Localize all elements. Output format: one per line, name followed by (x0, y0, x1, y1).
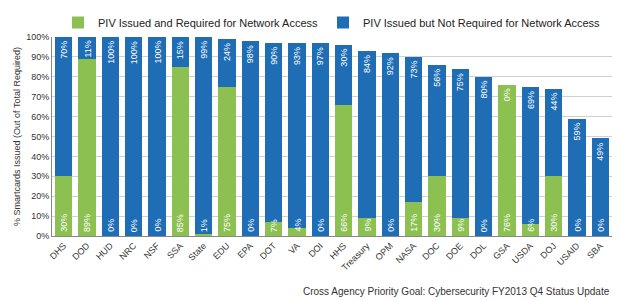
svg-text:100%: 100% (129, 41, 139, 64)
svg-text:DOD: DOD (70, 240, 92, 262)
svg-text:98%: 98% (245, 45, 255, 63)
svg-text:4%: 4% (293, 218, 303, 231)
svg-text:100%: 100% (26, 32, 49, 42)
svg-text:6%: 6% (526, 219, 536, 232)
svg-text:9%: 9% (456, 219, 466, 232)
svg-text:OPM: OPM (373, 241, 395, 263)
svg-text:USAID: USAID (555, 240, 582, 267)
svg-text:75%: 75% (222, 214, 232, 232)
svg-text:7%: 7% (269, 219, 279, 232)
svg-text:0%: 0% (596, 219, 606, 232)
svg-text:DOT: DOT (258, 240, 279, 261)
svg-text:NSF: NSF (142, 240, 162, 260)
svg-text:100%: 100% (153, 40, 163, 63)
svg-text:60%: 60% (31, 112, 49, 122)
svg-text:0%: 0% (502, 88, 512, 101)
svg-text:80%: 80% (31, 72, 49, 82)
svg-text:99%: 99% (199, 41, 209, 59)
svg-text:GSA: GSA (491, 241, 512, 262)
svg-text:0%: 0% (129, 219, 139, 232)
svg-text:30%: 30% (339, 49, 349, 67)
svg-text:0%: 0% (316, 219, 326, 232)
svg-text:93%: 93% (292, 47, 302, 65)
svg-text:State: State (186, 241, 208, 263)
svg-text:69%: 69% (526, 91, 536, 109)
svg-text:30%: 30% (549, 214, 559, 232)
svg-text:85%: 85% (175, 214, 185, 232)
svg-text:56%: 56% (432, 69, 442, 87)
svg-text:% Smartcards Issued (Out of To: % Smartcards Issued (Out of Total Requir… (12, 47, 22, 226)
svg-text:9%: 9% (363, 218, 373, 231)
svg-text:17%: 17% (409, 214, 419, 232)
svg-text:Treasury: Treasury (340, 240, 372, 272)
svg-text:84%: 84% (362, 55, 372, 73)
svg-text:DOI: DOI (307, 241, 325, 259)
svg-text:24%: 24% (222, 43, 232, 61)
svg-text:15%: 15% (175, 41, 185, 59)
svg-text:DOL: DOL (468, 241, 488, 261)
svg-text:0%: 0% (153, 218, 163, 231)
svg-text:1%: 1% (199, 219, 209, 232)
svg-text:DOC: DOC (420, 240, 442, 262)
svg-text:73%: 73% (409, 61, 419, 79)
svg-text:100%: 100% (106, 41, 116, 64)
svg-text:80%: 80% (479, 80, 489, 98)
svg-text:SBA: SBA (585, 241, 605, 261)
svg-text:11%: 11% (83, 40, 93, 57)
svg-text:NASA: NASA (394, 241, 418, 265)
svg-text:EDU: EDU (211, 241, 232, 262)
svg-text:DOE: DOE (444, 241, 465, 262)
svg-text:30%: 30% (432, 214, 442, 232)
svg-text:0%: 0% (246, 219, 256, 232)
svg-text:97%: 97% (315, 47, 325, 65)
svg-text:76%: 76% (502, 214, 512, 232)
svg-text:66%: 66% (339, 214, 349, 232)
svg-text:HUD: HUD (94, 240, 115, 261)
svg-text:0%: 0% (36, 231, 49, 241)
svg-text:VA: VA (287, 241, 302, 256)
svg-text:0%: 0% (573, 218, 583, 231)
svg-text:90%: 90% (31, 52, 49, 62)
svg-text:0%: 0% (386, 219, 396, 232)
svg-text:89%: 89% (82, 214, 92, 232)
svg-text:49%: 49% (595, 143, 605, 161)
svg-text:USDA: USDA (510, 241, 535, 266)
svg-text:EPA: EPA (236, 241, 255, 260)
svg-text:59%: 59% (572, 123, 582, 141)
svg-text:PIV Issued but Not Required fo: PIV Issued but Not Required for Network … (363, 17, 600, 29)
svg-text:0%: 0% (106, 219, 116, 232)
svg-text:70%: 70% (59, 41, 69, 59)
svg-text:90%: 90% (269, 47, 279, 65)
svg-text:10%: 10% (31, 211, 49, 221)
svg-text:40%: 40% (31, 152, 49, 162)
svg-text:PIV Issued and Required for Ne: PIV Issued and Required for Network Acce… (98, 17, 318, 29)
svg-text:70%: 70% (31, 92, 49, 102)
svg-text:DHS: DHS (48, 241, 69, 262)
svg-text:30%: 30% (59, 214, 69, 232)
svg-text:30%: 30% (31, 171, 49, 181)
svg-text:44%: 44% (549, 92, 559, 110)
svg-text:HHS: HHS (328, 241, 349, 262)
svg-text:Cross Agency Priority Goal: Cy: Cross Agency Priority Goal: Cybersecurit… (303, 286, 610, 297)
svg-text:NRC: NRC (117, 240, 138, 261)
svg-text:75%: 75% (455, 73, 465, 91)
svg-text:DOJ: DOJ (538, 241, 558, 261)
svg-text:0%: 0% (479, 219, 489, 232)
svg-text:20%: 20% (31, 191, 49, 201)
svg-text:SSA: SSA (165, 241, 185, 261)
svg-text:92%: 92% (385, 57, 395, 75)
svg-text:50%: 50% (31, 132, 49, 142)
